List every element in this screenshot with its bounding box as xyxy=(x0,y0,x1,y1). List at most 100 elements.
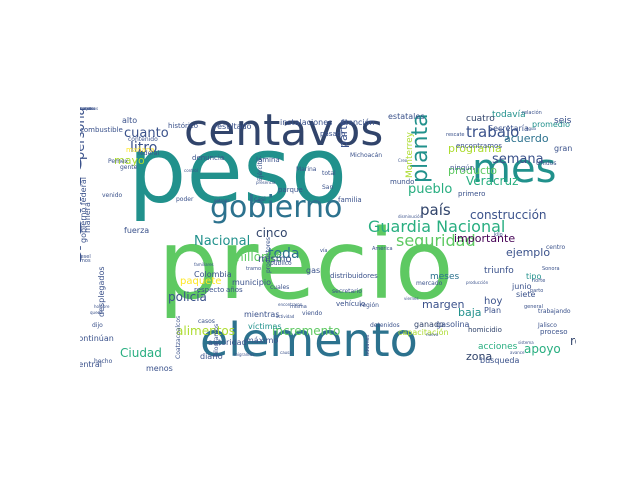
word-mientras: mientras xyxy=(244,310,280,319)
word-trabajando: trabajando xyxy=(538,308,571,315)
word-gasolina: gasolina xyxy=(436,320,470,329)
word-cuanto: cuanto xyxy=(124,126,169,141)
word-ciudad: Ciudad xyxy=(120,346,162,360)
word-toda: toda xyxy=(268,246,300,262)
word-publico: público xyxy=(270,260,292,267)
word-detenidos: detenidos xyxy=(370,322,400,329)
word-seguridad: seguridad xyxy=(396,231,476,250)
word-casos: casos xyxy=(198,318,215,325)
word-instalaciones: instalaciones xyxy=(280,118,333,127)
word-junio: junio xyxy=(512,282,532,291)
word-alto: alto xyxy=(122,116,138,125)
word-america: América xyxy=(372,246,393,252)
word-nacemos: nacemos xyxy=(80,107,99,111)
word-secretaria: Secretaría xyxy=(488,124,529,133)
word-gas: gas xyxy=(306,266,321,275)
word-pemex: Pemex xyxy=(108,158,129,165)
word-seis: seis xyxy=(554,116,572,126)
word-secretario: secretario xyxy=(332,288,362,295)
word-actividad: actividad xyxy=(276,314,295,319)
word-siete: siete xyxy=(516,290,536,299)
word-victimas: víctimas xyxy=(248,322,282,331)
word-ganado: ganado xyxy=(414,320,444,329)
word-menos: menos xyxy=(146,364,173,372)
word-alimentos: alimentos xyxy=(176,324,235,338)
word-region: región xyxy=(360,302,379,309)
word-encontramos: encontramos xyxy=(456,142,502,150)
word-norte: norte xyxy=(532,278,546,284)
word-gran: gran xyxy=(554,144,573,153)
word-san: San xyxy=(322,184,334,191)
word-misma: misma xyxy=(290,304,307,310)
word-pasado: pasado xyxy=(320,130,346,138)
word-parque: parque xyxy=(278,186,303,194)
word-autoridad: autoridad xyxy=(208,338,247,347)
word-vehiculo: vehículo xyxy=(336,300,366,308)
word-denuncia: denuncia xyxy=(192,154,225,162)
word-importante: importante xyxy=(454,232,516,245)
word-familia: familia xyxy=(338,196,362,204)
word-kilo: kilo xyxy=(494,232,503,238)
word-proceso: proceso xyxy=(540,328,568,336)
word-construccion: construcción xyxy=(470,208,547,222)
word-cuatro: cuatro xyxy=(466,114,495,124)
word-municipio: municipio xyxy=(232,278,271,287)
word-trabajo: trabajo xyxy=(466,123,520,141)
word-casi: casi xyxy=(254,196,266,203)
word-venido: venido xyxy=(102,192,123,199)
word-causa: causa xyxy=(280,350,292,355)
word-queda: queda xyxy=(90,310,103,315)
word-incremento: incremento xyxy=(272,324,341,338)
word-guardia-nacional: Guardia Nacional xyxy=(368,217,506,236)
word-parto: parto xyxy=(530,288,544,294)
word-unidos: Unidos xyxy=(536,160,557,167)
word-homicidio: homicidio xyxy=(468,326,502,334)
word-gobierno-federal: gobierno federal xyxy=(80,176,88,243)
word-marina: Marina xyxy=(296,166,317,173)
word-combustible: combustible xyxy=(80,126,123,134)
word-estado: estado xyxy=(80,107,94,111)
word-ejercito: Ejército xyxy=(257,158,264,181)
word-diario: diario xyxy=(200,352,223,361)
word-disminucion: disminución xyxy=(398,214,423,219)
word-sistema: sistema xyxy=(518,340,534,345)
word-capacitacion: capacitación xyxy=(398,328,449,337)
word-cumbia: Cumbia xyxy=(80,107,96,111)
word-rescate: rescate xyxy=(446,132,465,138)
word-fuerza: fuerza xyxy=(124,226,150,235)
word-lamina: lámina xyxy=(256,156,280,164)
word-robo: robo xyxy=(570,334,576,348)
word-produccion: producción xyxy=(466,280,489,285)
word-elemento: elemento xyxy=(200,313,418,367)
word-precio: precio xyxy=(158,209,454,321)
word-semana: semana xyxy=(492,152,544,167)
word-pueblo: pueblo xyxy=(408,182,453,197)
word-paquete: paquete xyxy=(180,276,222,287)
word-manana: mañana xyxy=(126,146,155,154)
word-continuan: continúan xyxy=(80,334,114,343)
word-atencion: atención xyxy=(340,118,375,127)
word-mejor: mejor xyxy=(80,107,92,111)
word-vemos: vemos xyxy=(80,258,91,264)
word-avance: avance xyxy=(510,350,525,355)
word-federal: federal xyxy=(138,150,160,157)
word-ejemplo: ejemplo xyxy=(506,246,551,259)
word-colombia: Colombia xyxy=(194,270,232,279)
word-hecho: hecho xyxy=(94,358,113,365)
word-litro: litro xyxy=(130,140,158,156)
word-apoyo: apoyo xyxy=(524,342,561,356)
word-historico: histórico xyxy=(168,122,199,130)
word-coatzacoalcos: Coatzacoalcos xyxy=(175,315,182,359)
word-kilogramos: kilogramos xyxy=(213,323,220,357)
word-tramo: tramo xyxy=(246,266,262,272)
word-gobierno: gobierno xyxy=(210,190,343,225)
word-cinco: cinco xyxy=(256,226,288,240)
word-michoacan: Michoacán xyxy=(350,152,383,159)
word-migrantes: migrantes xyxy=(234,352,255,357)
word-cuales: cuales xyxy=(270,284,290,291)
word-centro: centro xyxy=(546,244,566,251)
word-acciones: acciones xyxy=(478,342,518,352)
word-todavia: todavía xyxy=(492,110,526,120)
word-contenido: contenido xyxy=(128,136,158,143)
word-nacional: Nacional xyxy=(194,234,251,249)
